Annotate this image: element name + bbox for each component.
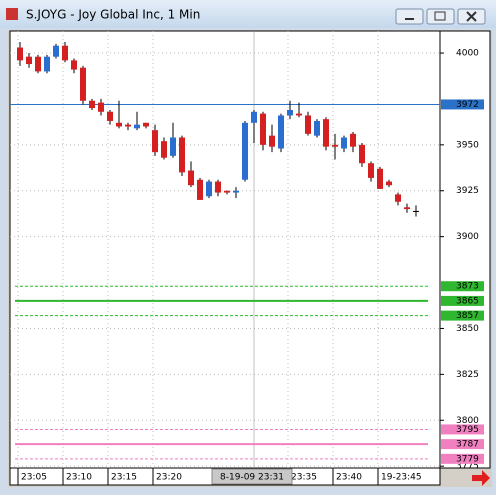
level-label-box bbox=[441, 453, 484, 464]
candle-body bbox=[368, 163, 374, 178]
candle-body bbox=[278, 115, 284, 149]
y-tick-label: 3900 bbox=[456, 232, 479, 242]
candle-body bbox=[287, 109, 293, 116]
plot-area bbox=[9, 30, 441, 469]
candle-body bbox=[197, 179, 203, 200]
y-tick-label: 3950 bbox=[456, 140, 479, 150]
level-label-box bbox=[441, 424, 484, 435]
candle-body bbox=[116, 122, 122, 127]
level-label: 3865 bbox=[456, 296, 479, 306]
candle-body bbox=[296, 113, 302, 116]
candle-body bbox=[206, 181, 212, 197]
candle-body bbox=[251, 111, 257, 123]
candle-body bbox=[305, 115, 311, 134]
candle-body bbox=[98, 102, 104, 112]
level-label: 3795 bbox=[456, 425, 479, 435]
candle-body bbox=[80, 67, 86, 101]
candle-body bbox=[188, 170, 194, 186]
candle-body bbox=[350, 133, 356, 147]
close-icon bbox=[466, 11, 477, 22]
level-label: 3972 bbox=[456, 100, 479, 110]
candle-body bbox=[107, 111, 113, 121]
crosshair-label: 8-19-09 23:31 bbox=[220, 473, 284, 483]
candle-body bbox=[134, 124, 140, 129]
level-label: 3857 bbox=[456, 311, 479, 321]
x-tick-label: 19-23:45 bbox=[381, 473, 422, 483]
candle-body bbox=[215, 181, 221, 193]
x-tick-label: 23:05 bbox=[21, 473, 47, 483]
level-label: 3873 bbox=[456, 282, 479, 292]
x-tick-label: 23:20 bbox=[156, 473, 182, 483]
candle-body bbox=[233, 190, 239, 193]
candle-body bbox=[17, 47, 23, 61]
y-tick-label: 3850 bbox=[456, 324, 479, 334]
maximize-button[interactable] bbox=[426, 8, 455, 25]
candle-body bbox=[53, 45, 59, 57]
level-label: 3779 bbox=[456, 454, 479, 464]
candle-body bbox=[125, 124, 131, 127]
y-tick-label: 3775 bbox=[456, 462, 479, 472]
level-label: 3787 bbox=[456, 440, 479, 450]
candle-body bbox=[224, 190, 230, 193]
app-icon bbox=[6, 8, 18, 20]
candle-body bbox=[332, 144, 338, 147]
x-tick-label: 23:15 bbox=[111, 473, 137, 483]
candle-body bbox=[314, 120, 320, 136]
candle-body bbox=[359, 144, 365, 164]
y-tick-label: 4000 bbox=[456, 49, 479, 59]
candle-body bbox=[341, 137, 347, 149]
candle-body bbox=[377, 168, 383, 189]
candle-body bbox=[71, 60, 77, 70]
candle-body bbox=[386, 181, 392, 186]
y-tick-label: 3800 bbox=[456, 416, 479, 426]
y-tick-label: 3825 bbox=[456, 370, 479, 380]
candle-body bbox=[44, 56, 50, 72]
x-tick-label: 23:10 bbox=[66, 473, 92, 483]
candle-body bbox=[170, 137, 176, 156]
candle-body bbox=[26, 56, 32, 65]
candle-body bbox=[62, 45, 68, 61]
level-label-box bbox=[441, 295, 484, 306]
crosshair-label-box bbox=[211, 468, 293, 485]
candle-body bbox=[143, 122, 149, 127]
x-tick-label: 23:35 bbox=[291, 473, 317, 483]
window-title: S.JOYG - Joy Global Inc, 1 Min bbox=[26, 8, 200, 22]
candle-body bbox=[35, 56, 41, 72]
candle-body bbox=[152, 130, 158, 153]
level-label-box bbox=[441, 439, 484, 450]
candle-body bbox=[161, 141, 167, 158]
candle-body bbox=[413, 210, 419, 212]
y-tick-label: 3925 bbox=[456, 186, 479, 196]
maximize-icon bbox=[434, 11, 446, 21]
level-label-box bbox=[441, 310, 484, 321]
minimize-icon bbox=[405, 18, 414, 20]
minimize-button[interactable] bbox=[395, 8, 424, 25]
x-tick-label: 23:40 bbox=[336, 473, 362, 483]
price-axis bbox=[439, 30, 491, 469]
candle-body bbox=[89, 100, 95, 109]
candle-body bbox=[323, 119, 329, 147]
level-label-box bbox=[441, 281, 484, 292]
candle-body bbox=[395, 194, 401, 202]
candle-body bbox=[269, 135, 275, 147]
level-label-box bbox=[441, 99, 484, 110]
candle-body bbox=[179, 137, 185, 173]
candle-body bbox=[242, 122, 248, 180]
window-buttons[interactable] bbox=[395, 8, 486, 25]
candle-body bbox=[404, 207, 410, 210]
candle-body bbox=[260, 113, 266, 145]
scroll-arrow[interactable] bbox=[472, 470, 490, 486]
